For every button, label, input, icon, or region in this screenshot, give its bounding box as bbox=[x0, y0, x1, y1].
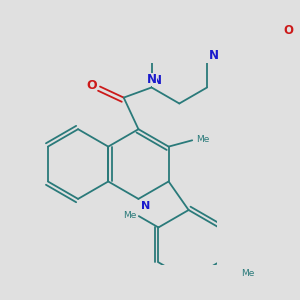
Text: Me: Me bbox=[123, 211, 136, 220]
Text: N: N bbox=[146, 73, 157, 86]
Text: Me: Me bbox=[196, 135, 210, 144]
Text: N: N bbox=[152, 74, 162, 87]
Text: N: N bbox=[140, 201, 150, 211]
Text: N: N bbox=[208, 49, 218, 62]
Text: O: O bbox=[284, 24, 294, 37]
Text: Me: Me bbox=[241, 269, 255, 278]
Text: O: O bbox=[86, 80, 97, 92]
